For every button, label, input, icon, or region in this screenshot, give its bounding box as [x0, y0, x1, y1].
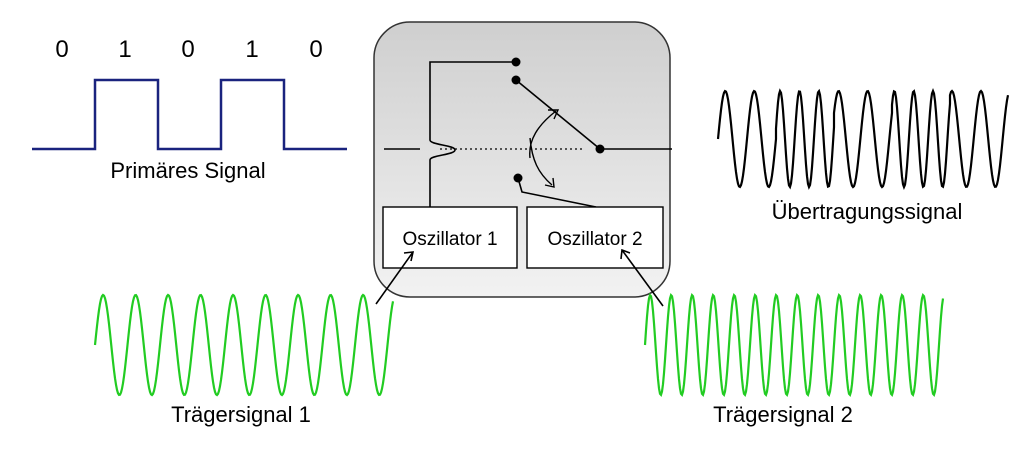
switch-arrow-down-head: [544, 177, 555, 188]
bit-label: 0: [309, 36, 322, 63]
carrier-2-label: Trägersignal 2: [713, 402, 853, 427]
osc2-wire: [517, 177, 597, 208]
carrier-1-label: Trägersignal 1: [171, 402, 311, 427]
bit-labels: 0 1 0 1 0: [55, 36, 322, 63]
bit-label: 1: [118, 36, 131, 63]
oscillator-1-box: [382, 206, 518, 269]
bit-label: 0: [181, 36, 194, 63]
carrier2-arrowhead: [620, 248, 631, 260]
carrier-2-waveform: [643, 292, 945, 398]
crossover-hump: [429, 139, 456, 161]
switch-lever: [515, 79, 601, 150]
oscillator-2-box: [526, 206, 664, 269]
carrier2-link-arrow: [621, 249, 664, 307]
output-signal-waveform: [716, 88, 1010, 190]
bit-label: 1: [245, 36, 258, 63]
output-signal-label: Übertragungssignal: [772, 199, 963, 224]
carrier1-link-arrow: [375, 251, 414, 305]
osc1-wire-upper: [429, 61, 516, 140]
switch-arrow-up: [529, 110, 557, 159]
carrier1-arrowhead: [403, 251, 415, 262]
oscillator-2-label: Oszillator 2: [547, 229, 642, 250]
carrier-1-waveform: [93, 293, 395, 397]
bit-label: 0: [55, 36, 68, 63]
switch-arrow-down: [529, 137, 553, 186]
primary-signal-label: Primäres Signal: [110, 158, 265, 183]
oscillator-1-label: Oszillator 1: [402, 229, 497, 250]
modulator-box: Oszillator 1 Oszillator 2: [373, 21, 672, 298]
contact-dot-top: [511, 57, 521, 67]
switch-arrow-up-head: [548, 109, 560, 120]
primary-signal-waveform: [32, 78, 347, 151]
